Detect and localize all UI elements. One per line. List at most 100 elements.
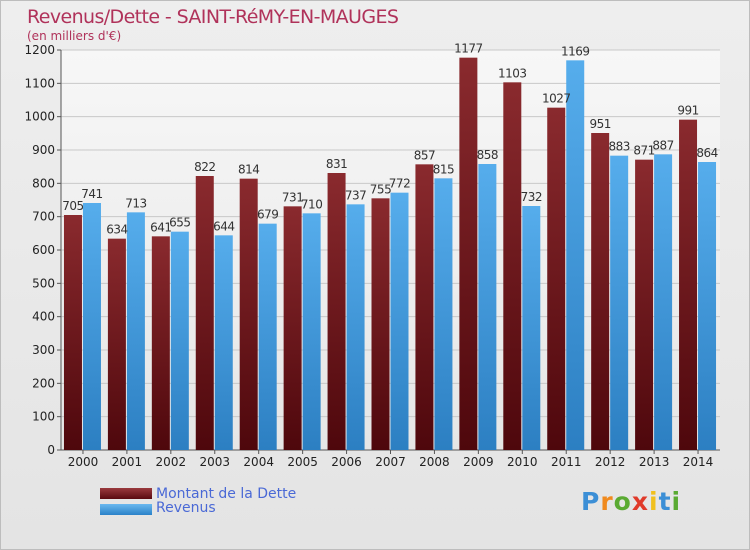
data-label-debt: 755 xyxy=(370,182,391,196)
data-label-revenue: 732 xyxy=(521,190,542,204)
y-tick-label: 1100 xyxy=(24,76,55,90)
logo-letter: P xyxy=(581,487,601,516)
bar-debt xyxy=(591,133,610,450)
bar-revenue xyxy=(170,231,189,450)
x-tick-label: 2010 xyxy=(507,455,538,469)
bar-revenue xyxy=(302,213,321,450)
bar-revenue xyxy=(126,212,145,450)
x-tick-label: 2007 xyxy=(375,455,406,469)
bar-revenue xyxy=(214,235,233,450)
bar-debt xyxy=(195,176,214,450)
logo-letter: o xyxy=(613,487,632,516)
bar-debt xyxy=(239,178,258,450)
bar-debt xyxy=(151,236,170,450)
y-tick-label: 500 xyxy=(32,276,55,290)
bar-revenue xyxy=(610,155,629,450)
x-tick-label: 2006 xyxy=(331,455,362,469)
x-tick-label: 2001 xyxy=(112,455,143,469)
legend-swatch-debt xyxy=(100,488,152,499)
data-label-debt: 1177 xyxy=(454,42,483,56)
bar-revenue xyxy=(82,203,101,450)
data-label-debt: 1027 xyxy=(542,92,571,106)
logo-letter: i xyxy=(671,487,682,516)
x-tick-label: 2013 xyxy=(639,455,670,469)
bar-debt xyxy=(679,119,698,451)
bar-revenue xyxy=(258,223,277,450)
bar-revenue xyxy=(346,204,365,450)
proxiti-logo: Proxiti xyxy=(581,487,681,516)
data-label-debt: 705 xyxy=(62,199,83,213)
data-label-revenue: 644 xyxy=(213,219,234,233)
y-tick-label: 100 xyxy=(32,410,55,424)
bar-revenue xyxy=(390,192,409,450)
data-label-debt: 822 xyxy=(194,160,215,174)
y-tick-label: 400 xyxy=(32,310,55,324)
data-label-revenue: 815 xyxy=(433,162,454,176)
bar-debt xyxy=(459,57,478,451)
bar-debt xyxy=(503,82,522,450)
x-tick-label: 2014 xyxy=(683,455,714,469)
data-label-revenue: 737 xyxy=(345,188,366,202)
bar-debt xyxy=(371,198,390,450)
x-tick-label: 2005 xyxy=(287,455,318,469)
logo-letter: r xyxy=(600,487,614,516)
y-tick-label: 600 xyxy=(32,243,55,257)
bar-debt xyxy=(63,215,82,450)
data-label-revenue: 679 xyxy=(257,208,278,222)
data-label-debt: 831 xyxy=(326,157,347,171)
chart-title: Revenus/Dette - SAINT-RéMY-EN-MAUGES xyxy=(27,6,399,28)
bar-debt xyxy=(415,164,434,451)
y-tick-label: 1000 xyxy=(24,110,55,124)
bar-revenue xyxy=(478,164,497,450)
bar-debt xyxy=(283,206,302,450)
x-tick-label: 2002 xyxy=(156,455,187,469)
x-tick-label: 2008 xyxy=(419,455,450,469)
x-tick-label: 2000 xyxy=(68,455,99,469)
bar-revenue xyxy=(522,206,541,450)
bar-revenue xyxy=(654,154,673,451)
y-tick-label: 1200 xyxy=(24,43,55,57)
legend-swatch-revenue xyxy=(100,504,152,515)
legend-label-revenue: Revenus xyxy=(156,500,216,516)
bar-revenue xyxy=(566,60,585,450)
chart-subtitle: (en milliers d'€) xyxy=(27,29,122,43)
data-label-debt: 871 xyxy=(633,144,654,158)
x-tick-label: 2004 xyxy=(243,455,274,469)
y-tick-label: 300 xyxy=(32,343,55,357)
data-label-debt: 991 xyxy=(677,104,698,118)
y-tick-label: 700 xyxy=(32,210,55,224)
data-label-revenue: 772 xyxy=(389,177,410,191)
x-tick-label: 2009 xyxy=(463,455,494,469)
logo-letter: t xyxy=(658,487,672,516)
data-label-revenue: 1169 xyxy=(561,44,590,58)
bar-revenue xyxy=(434,178,453,451)
bar-debt xyxy=(107,238,126,450)
legend-label-debt: Montant de la Dette xyxy=(156,486,297,502)
bar-debt xyxy=(547,107,566,451)
y-tick-label: 0 xyxy=(47,443,55,457)
data-label-revenue: 741 xyxy=(81,187,102,201)
y-tick-label: 900 xyxy=(32,143,55,157)
y-tick-label: 800 xyxy=(32,176,55,190)
x-tick-label: 2011 xyxy=(551,455,582,469)
data-label-debt: 814 xyxy=(238,163,259,177)
data-label-debt: 951 xyxy=(589,117,610,131)
data-label-debt: 641 xyxy=(150,220,171,234)
bar-debt xyxy=(635,159,654,450)
logo-letter: x xyxy=(631,487,649,516)
data-label-revenue: 887 xyxy=(652,138,673,152)
data-label-debt: 1103 xyxy=(498,66,527,80)
data-label-revenue: 710 xyxy=(301,197,322,211)
data-label-revenue: 713 xyxy=(125,196,146,210)
logo-letter: i xyxy=(649,487,659,516)
data-label-debt: 731 xyxy=(282,190,303,204)
x-tick-label: 2012 xyxy=(595,455,626,469)
bar-revenue xyxy=(698,162,717,450)
data-label-debt: 634 xyxy=(106,223,127,237)
y-tick-label: 200 xyxy=(32,376,55,390)
data-label-revenue: 883 xyxy=(608,140,629,154)
data-label-revenue: 864 xyxy=(696,146,717,160)
bar-debt xyxy=(327,173,346,450)
data-label-revenue: 858 xyxy=(477,148,498,162)
